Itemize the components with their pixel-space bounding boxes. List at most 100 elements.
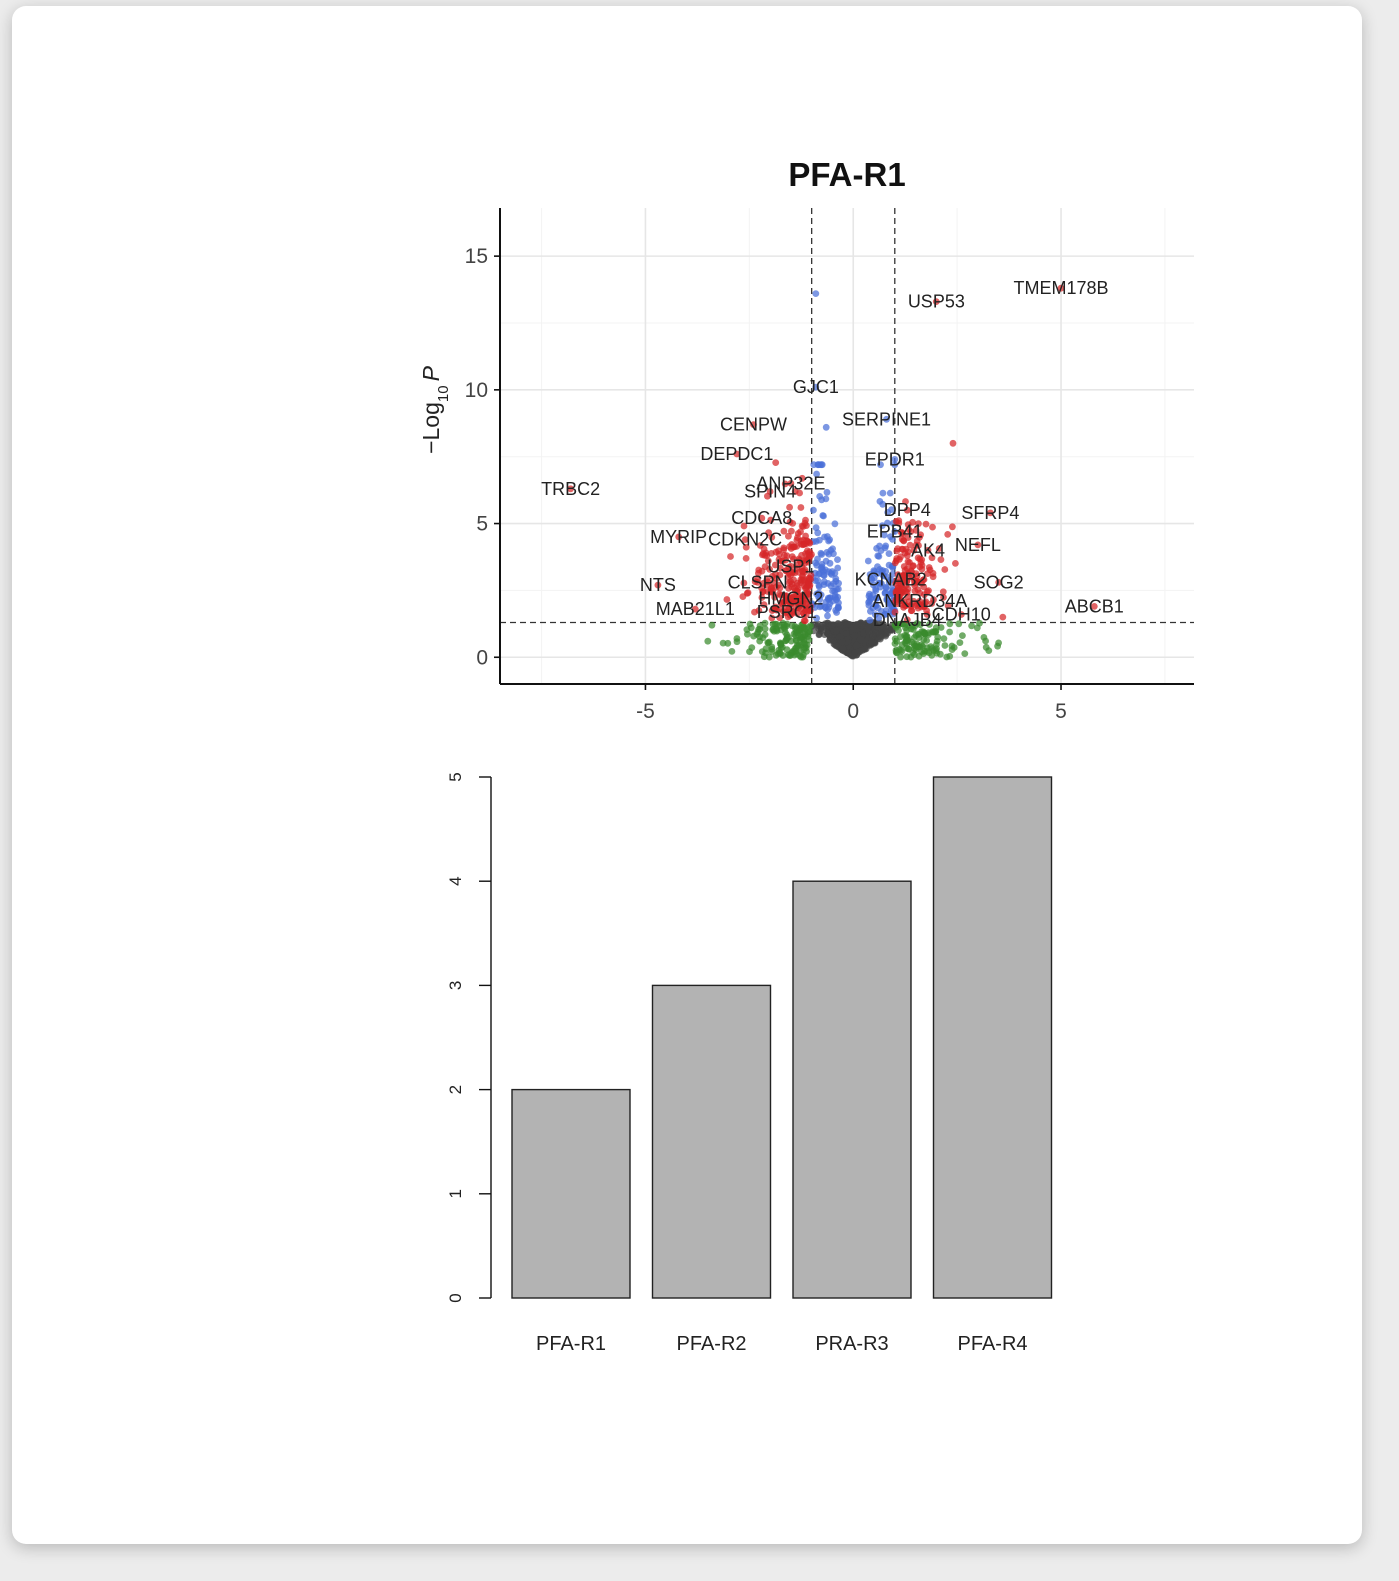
gene-label: NEFL — [955, 535, 1001, 555]
data-point — [926, 621, 933, 628]
data-point — [719, 639, 727, 647]
data-point — [763, 581, 771, 589]
data-point — [783, 634, 791, 641]
data-point — [886, 489, 894, 497]
figure-card: PFA-R1 TMEM178B USP53 GJC1 CENPW SERPINE1 DEP… — [12, 6, 1362, 1544]
data-point — [772, 548, 780, 556]
data-point — [742, 543, 750, 551]
bar-series — [511, 776, 1053, 1299]
data-point — [814, 620, 822, 628]
data-point — [804, 633, 812, 640]
data-point — [825, 603, 833, 611]
data-point — [879, 489, 887, 497]
data-point — [708, 621, 716, 629]
data-point — [872, 585, 879, 593]
data-point — [832, 577, 840, 585]
data-point — [946, 628, 953, 636]
data-point — [833, 596, 840, 604]
data-point — [949, 523, 956, 531]
gene-label: EPB41 — [867, 522, 923, 542]
data-point — [907, 607, 915, 615]
data-point — [866, 616, 874, 624]
data-point — [704, 637, 712, 645]
data-point — [812, 524, 820, 532]
data-point — [867, 607, 874, 615]
volcano-points — [567, 284, 1098, 661]
data-point — [825, 537, 832, 545]
data-point — [883, 596, 891, 604]
data-point — [775, 646, 783, 654]
data-point — [787, 595, 795, 602]
data-point — [776, 590, 783, 598]
data-point — [982, 637, 989, 645]
data-point — [821, 620, 829, 627]
data-point — [807, 622, 814, 630]
bar-y-tick-label: 5 — [446, 772, 465, 781]
data-point — [889, 570, 896, 578]
gene-label: ANKRD34A — [872, 591, 967, 611]
data-point — [746, 648, 753, 655]
data-point — [883, 415, 890, 423]
gene-label: KCNAB2 — [855, 570, 927, 590]
data-point — [904, 558, 912, 566]
data-point — [758, 584, 765, 592]
gene-label: EPDR1 — [865, 449, 925, 469]
data-point — [925, 564, 933, 571]
data-point — [869, 632, 877, 640]
bar-y-tick-label: 3 — [446, 981, 465, 990]
data-point — [764, 639, 772, 646]
data-point — [834, 556, 841, 563]
data-point — [930, 596, 937, 604]
data-point — [781, 592, 789, 600]
data-point — [728, 648, 736, 655]
data-point — [956, 639, 964, 646]
data-point — [800, 576, 808, 584]
data-point — [879, 522, 886, 529]
data-point — [816, 596, 824, 603]
data-point — [952, 560, 959, 567]
data-point — [872, 622, 879, 630]
data-point — [654, 581, 662, 589]
data-point — [832, 642, 840, 650]
data-point — [929, 569, 937, 577]
data-point — [876, 579, 884, 587]
data-point — [891, 528, 899, 535]
data-point — [914, 554, 922, 562]
data-point — [820, 571, 827, 579]
data-point — [887, 533, 894, 541]
data-point — [885, 550, 893, 557]
data-point — [891, 635, 899, 643]
gene-label: MAB21L1 — [656, 599, 735, 619]
figure-canvas: PFA-R1 TMEM178B USP53 GJC1 CENPW SERPINE1 DEP… — [418, 156, 1194, 1355]
data-point — [803, 641, 811, 649]
data-point — [776, 564, 784, 572]
data-point — [944, 602, 952, 610]
data-point — [897, 581, 905, 589]
data-point — [796, 598, 804, 606]
data-point — [899, 573, 907, 580]
data-point — [750, 421, 757, 428]
data-point — [814, 529, 822, 537]
data-point — [812, 538, 820, 545]
data-point — [819, 512, 827, 519]
data-point — [911, 587, 919, 595]
data-point — [766, 488, 774, 495]
data-point — [1090, 603, 1098, 610]
data-point — [941, 642, 949, 649]
data-point — [894, 621, 902, 629]
data-point — [827, 582, 835, 590]
data-point — [782, 567, 790, 575]
gene-label: PSRC1 — [757, 602, 817, 622]
data-point — [767, 516, 775, 524]
data-point — [897, 633, 904, 641]
bar-chart: 0 1 2 3 4 5 PFA-R1 PFA-R2 PRA-R3 PFA-R4 — [446, 772, 1053, 1355]
data-point — [743, 590, 751, 597]
data-point — [832, 606, 840, 614]
gene-label: ANP32E — [756, 473, 825, 493]
volcano-title: PFA-R1 — [788, 156, 905, 193]
gene-label: TMEM178B — [1014, 278, 1109, 298]
data-point — [756, 626, 764, 633]
data-point — [891, 456, 899, 463]
gene-label: NTS — [640, 575, 676, 595]
data-point — [792, 632, 799, 639]
